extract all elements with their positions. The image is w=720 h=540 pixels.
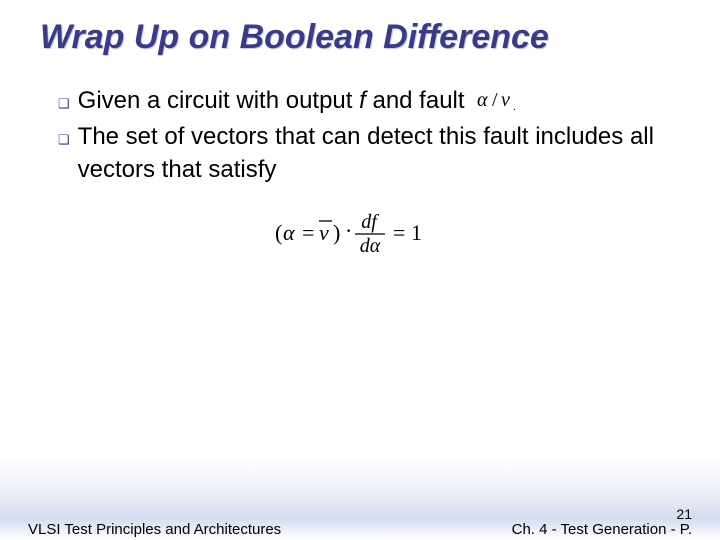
- eq-df: df: [361, 211, 379, 233]
- eq-alpha: α: [283, 220, 295, 245]
- footer-right: 21 Ch. 4 - Test Generation - P.: [512, 506, 692, 538]
- bullet-item-2: ❑ The set of vectors that can detect thi…: [58, 121, 680, 186]
- fault-slash: /: [492, 89, 498, 111]
- fault-symbol: α / ν .: [477, 88, 525, 121]
- bullet-1-post: and fault: [366, 87, 465, 114]
- content-area: ❑ Given a circuit with output f and faul…: [40, 85, 680, 258]
- fault-dot: .: [513, 99, 516, 112]
- eq-nu: ν: [319, 220, 329, 245]
- bullet-2-text: The set of vectors that can detect this …: [78, 121, 680, 186]
- slide-title: Wrap Up on Boolean Difference: [40, 18, 680, 57]
- bullet-1-text: Given a circuit with output f and fault …: [78, 85, 680, 121]
- footer-chapter: Ch. 4 - Test Generation - P.: [512, 521, 692, 538]
- fault-nu: ν: [501, 89, 510, 111]
- bullet-square-icon: ❑: [58, 131, 70, 149]
- eq-eq1: =: [302, 220, 314, 245]
- slide: Wrap Up on Boolean Difference ❑ Given a …: [0, 0, 720, 540]
- fault-alpha: α: [477, 89, 488, 111]
- footer-left: VLSI Test Principles and Architectures: [28, 521, 281, 538]
- eq-one: 1: [411, 220, 422, 245]
- footer: VLSI Test Principles and Architectures 2…: [0, 492, 720, 540]
- eq-dalpha: dα: [360, 235, 381, 257]
- page-number: 21: [512, 506, 692, 522]
- equation-svg: ( α = ν ) · df dα = 1: [269, 208, 469, 258]
- eq-eq2: =: [393, 220, 405, 245]
- bullet-1-f: f: [359, 87, 366, 114]
- bullet-item-1: ❑ Given a circuit with output f and faul…: [58, 85, 680, 121]
- eq-cdot: ·: [345, 218, 352, 243]
- bullet-1-pre: Given a circuit with output: [78, 87, 359, 114]
- eq-rparen: ): [333, 220, 340, 245]
- eq-lparen: (: [275, 220, 282, 245]
- equation: ( α = ν ) · df dα = 1: [58, 208, 680, 258]
- bullet-square-icon: ❑: [58, 95, 70, 113]
